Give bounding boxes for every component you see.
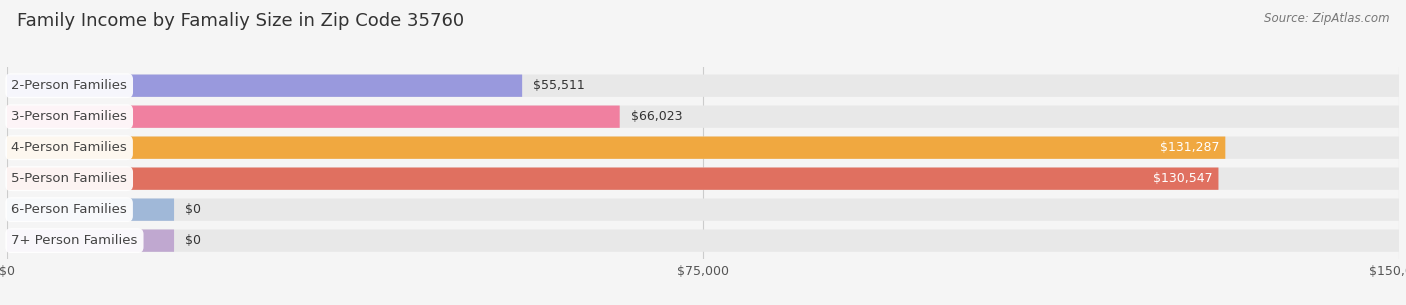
Text: 3-Person Families: 3-Person Families	[11, 110, 127, 123]
Text: Source: ZipAtlas.com: Source: ZipAtlas.com	[1264, 12, 1389, 25]
FancyBboxPatch shape	[7, 199, 174, 221]
FancyBboxPatch shape	[7, 167, 1219, 190]
Text: 7+ Person Families: 7+ Person Families	[11, 234, 138, 247]
Text: 2-Person Families: 2-Person Families	[11, 79, 127, 92]
Text: $0: $0	[186, 234, 201, 247]
Text: $0: $0	[186, 203, 201, 216]
Text: $130,547: $130,547	[1153, 172, 1213, 185]
Text: 5-Person Families: 5-Person Families	[11, 172, 127, 185]
FancyBboxPatch shape	[7, 137, 1225, 159]
Text: Family Income by Famaliy Size in Zip Code 35760: Family Income by Famaliy Size in Zip Cod…	[17, 12, 464, 30]
Text: $55,511: $55,511	[533, 79, 585, 92]
Text: $66,023: $66,023	[631, 110, 682, 123]
Text: 4-Person Families: 4-Person Families	[11, 141, 127, 154]
FancyBboxPatch shape	[7, 229, 1399, 252]
FancyBboxPatch shape	[7, 199, 1399, 221]
FancyBboxPatch shape	[7, 74, 522, 97]
Text: 6-Person Families: 6-Person Families	[11, 203, 127, 216]
FancyBboxPatch shape	[7, 229, 174, 252]
Text: $131,287: $131,287	[1160, 141, 1220, 154]
FancyBboxPatch shape	[7, 167, 1399, 190]
FancyBboxPatch shape	[7, 106, 620, 128]
FancyBboxPatch shape	[7, 74, 1399, 97]
FancyBboxPatch shape	[7, 137, 1399, 159]
FancyBboxPatch shape	[7, 106, 1399, 128]
